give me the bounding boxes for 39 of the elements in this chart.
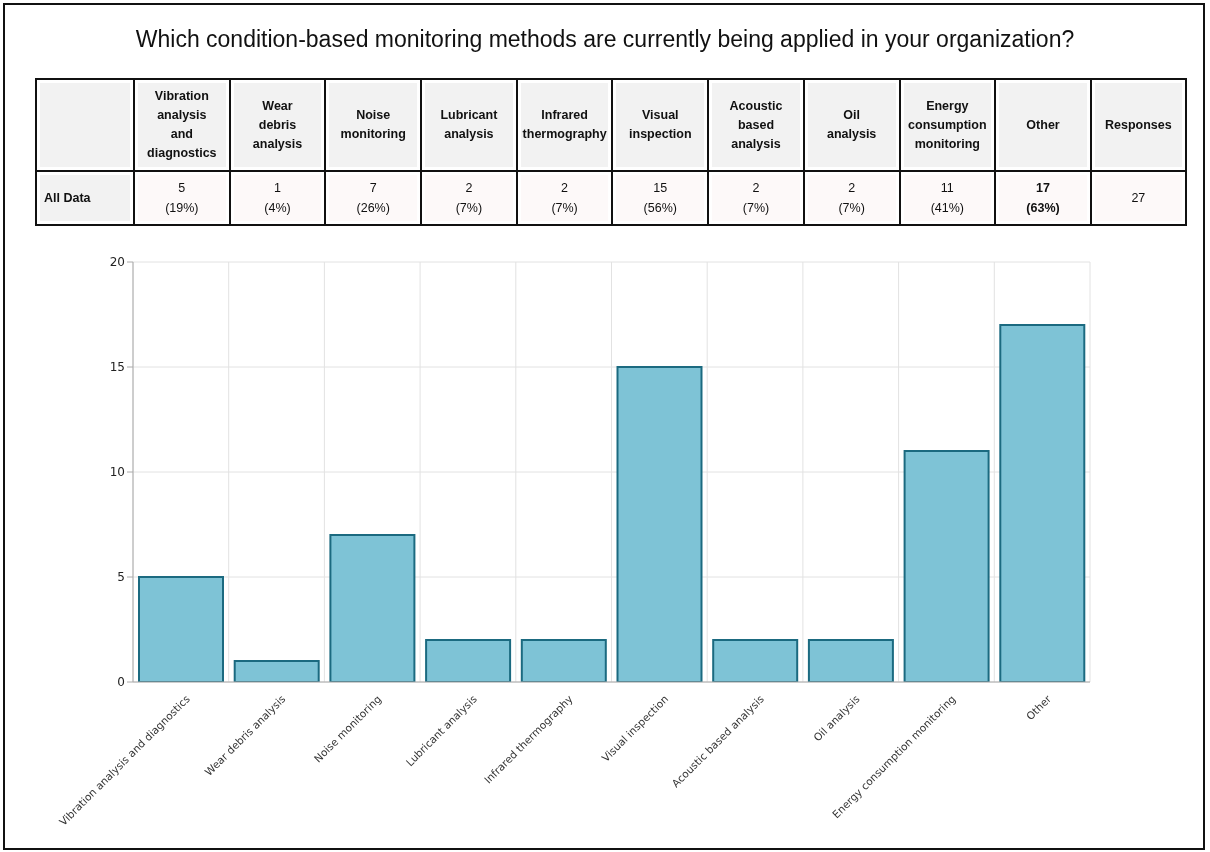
text: Responses — [1105, 116, 1172, 134]
data-label: 2 (7%) — [742, 181, 770, 215]
data-label: 2 (7%) — [551, 181, 578, 215]
category-label: Other — [1026, 117, 1060, 132]
bar — [138, 576, 224, 682]
bar — [329, 534, 416, 682]
bar — [616, 366, 703, 682]
bar — [807, 639, 894, 682]
data-label: 5 (19%) — [165, 181, 199, 215]
category-label: Vibration analysis and diagnostics — [147, 89, 217, 160]
category-label: Noise monitoring — [340, 108, 406, 141]
bar — [712, 639, 799, 682]
category-label: Oil analysis — [826, 108, 877, 141]
category-label: Infrared thermography — [522, 108, 607, 141]
y-tick-label: 20 — [109, 255, 125, 270]
text: 27 — [1131, 190, 1146, 207]
y-tick-label: 15 — [109, 360, 125, 375]
bar — [520, 639, 607, 682]
data-label: 1 (4%) — [264, 181, 291, 215]
y-tick-label: 5 — [117, 570, 125, 585]
data-label: 2 (7%) — [838, 181, 865, 215]
data-label: 15 (56%) — [643, 181, 677, 215]
bar — [999, 324, 1086, 682]
bar — [903, 450, 990, 682]
category-label: Acoustic based analysis — [729, 98, 783, 151]
category-label: Lubricant analysis — [440, 108, 498, 141]
y-tick-label: 10 — [109, 465, 125, 480]
bar — [233, 660, 320, 682]
category-label: Energy consumption monitoring — [908, 98, 987, 151]
data-label: 17 (63%) — [1026, 181, 1060, 215]
data-label: 7 (26%) — [356, 181, 390, 215]
bar — [425, 639, 512, 682]
category-label: Visual inspection — [629, 108, 692, 141]
y-tick-label: 0 — [117, 675, 125, 690]
text: All Data — [44, 190, 91, 207]
data-label: 2 (7%) — [455, 181, 483, 215]
data-label: 11 (41%) — [930, 181, 965, 215]
chart-title: Which condition-based monitoring methods are currently being applied in your organization? — [135, 26, 1075, 52]
category-label: Wear debris analysis — [252, 98, 303, 151]
